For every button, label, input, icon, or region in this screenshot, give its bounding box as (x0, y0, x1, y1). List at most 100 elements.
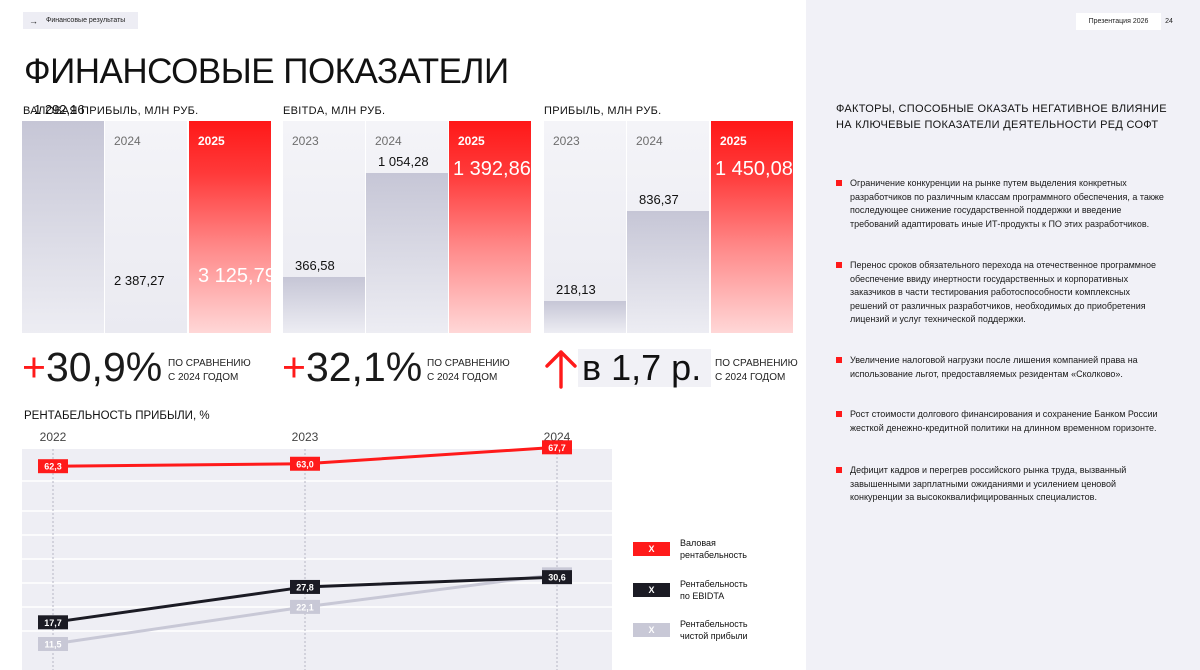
data-label-box (290, 599, 320, 614)
factor-item: Ограничение конкуренции на рынке путем в… (836, 177, 1166, 231)
data-label-box (38, 459, 68, 474)
factor-text: Увеличение налоговой нагрузки после лише… (850, 355, 1138, 379)
bar-fill (627, 210, 709, 333)
legend-swatch: X (633, 623, 670, 637)
bar-value-label: 1 450,08 (715, 158, 793, 180)
bar-year-label: 2023 (553, 134, 580, 148)
bar-gross-2023: 2023 1 292,16 (22, 102, 104, 333)
factor-text: Перенос сроков обязательного перехода на… (850, 260, 1156, 324)
comparison-line: ПО СРАВНЕНИЮ (168, 358, 251, 369)
net-profit-label: ПРИБЫЛЬ, МЛН РУБ. (544, 105, 662, 117)
bar-value-label: 366,58 (295, 258, 335, 274)
data-label: 11,5 (44, 640, 61, 650)
presentation-label: Презентация 2026 (1076, 13, 1161, 30)
ebitda-growth-value: +32,1% (282, 343, 423, 390)
bar-ebitda-2023: 2023 366,58 (283, 121, 365, 333)
bar-value-label: 1 054,28 (378, 153, 429, 169)
comparison-line: С 2024 ГОДОМ (715, 372, 786, 383)
bar-profit-2024: 2024 836,37 (627, 121, 709, 333)
legend-item-net: X Рентабельность чистой прибыли (633, 618, 760, 642)
bar-value-label: 836,37 (639, 191, 679, 207)
bar-fill (22, 121, 104, 333)
breadcrumb-label: Финансовые результаты (46, 17, 126, 24)
profit-comparison: ПО СРАВНЕНИЮ С 2024 ГОДОМ (715, 357, 798, 385)
legend-label: Рентабельность по EBIDTA (680, 578, 760, 602)
bullet-icon (836, 411, 842, 417)
bar-year-label: 2025 (458, 134, 485, 148)
data-label: 30,6 (548, 573, 566, 583)
data-label: 22,1 (296, 602, 314, 612)
data-label: 67,7 (548, 443, 566, 453)
bullet-icon (836, 467, 842, 473)
data-label-box (290, 456, 320, 471)
legend-label: Валовая рентабельность (680, 537, 760, 561)
plus-sign: + (282, 343, 306, 390)
bar-value-label: 1 392,86 (453, 158, 531, 180)
factors-title: ФАКТОРЫ, СПОСОБНЫЕ ОКАЗАТЬ НЕГАТИВНОЕ ВЛ… (836, 103, 1167, 131)
x-tick-label: 2022 (40, 430, 67, 444)
data-label: 27,8 (296, 582, 314, 592)
bar-year-label: 2023 (292, 134, 319, 148)
bar-ebitda-2025: 2025 1 392,86 (449, 121, 531, 333)
bar-value-label: 218,13 (556, 282, 596, 298)
bar-value-label: 3 125,79 (198, 265, 276, 287)
gross-comparison: ПО СРАВНЕНИЮ С 2024 ГОДОМ (168, 357, 251, 385)
bar-year-label: 2024 (114, 134, 141, 148)
bar-value-label: 1 292,16 (34, 102, 85, 117)
legend-label-line: Рентабельность (680, 579, 748, 589)
gross-profit-label: ВАЛОВАЯ ПРИБЫЛЬ, МЛН РУБ. (23, 105, 199, 117)
growth-percent: 32,1% (305, 343, 423, 390)
comparison-line: С 2024 ГОДОМ (427, 372, 498, 383)
legend-item-ebitda: X Рентабельность по EBIDTA (633, 578, 760, 602)
factor-item: Рост стоимости долгового финансирования … (836, 408, 1166, 435)
bullet-icon (836, 180, 842, 186)
bar-fill (544, 301, 626, 333)
bullet-icon (836, 262, 842, 268)
factor-item: Перенос сроков обязательного перехода на… (836, 259, 1166, 327)
factor-text: Рост стоимости долгового финансирования … (850, 409, 1158, 433)
up-arrow-icon (545, 350, 577, 389)
growth-percent: 30,9% (45, 343, 163, 390)
legend-label: Рентабельность чистой прибыли (680, 618, 760, 642)
plus-sign: + (22, 343, 46, 390)
data-label: 63,0 (296, 459, 314, 469)
legend-label-line: Рентабельность (680, 619, 748, 629)
bullet-icon (836, 357, 842, 363)
comparison-line: С 2024 ГОДОМ (168, 372, 239, 383)
profitability-line-chart: 20222023202411,522,131,417,727,830,662,3… (22, 430, 612, 670)
arrow-right-icon: → (29, 15, 38, 26)
bar-profit-2023: 2023 218,13 (544, 121, 626, 333)
bar-fill (366, 172, 448, 333)
page-number: 24 (1161, 13, 1177, 30)
breadcrumb[interactable]: → Финансовые результаты (23, 12, 138, 29)
data-label: 17,7 (44, 618, 62, 628)
bar-gross-2024: 2024 2 387,27 (105, 121, 187, 333)
data-label-box (542, 440, 572, 455)
data-label-box (290, 579, 320, 594)
factor-text: Дефицит кадров и перегрев российского ры… (850, 465, 1127, 502)
bar-gross-2025: 2025 3 125,79 (189, 121, 276, 333)
profit-growth-value: в 1,7 р. (578, 347, 711, 388)
gross-growth-value: +30,9% (22, 343, 163, 390)
bar-year-label: 2025 (198, 134, 225, 148)
x-tick-label: 2023 (292, 430, 319, 444)
legend-label-line: по EBIDTA (680, 591, 725, 601)
bar-value-label: 2 387,27 (114, 273, 165, 288)
factors-panel (806, 0, 1200, 670)
comparison-line: ПО СРАВНЕНИЮ (427, 358, 510, 369)
data-label-box (38, 615, 68, 630)
profitability-chart-title: РЕНТАБЕЛЬНОСТЬ ПРИБЫЛИ, % (24, 410, 210, 422)
ebitda-label: EBITDA, МЛН РУБ. (283, 105, 386, 117)
data-label-box (38, 637, 68, 651)
legend-swatch: X (633, 542, 670, 556)
factor-text: Ограничение конкуренции на рынке путем в… (850, 178, 1164, 229)
legend-item-gross: X Валовая рентабельность (633, 537, 760, 561)
bar-year-label: 2025 (720, 134, 747, 148)
bar-profit-2025: 2025 1 450,08 (711, 121, 793, 333)
bar-ebitda-2024: 2024 1 054,28 (366, 121, 448, 333)
factor-item: Увеличение налоговой нагрузки после лише… (836, 354, 1166, 381)
legend-label-line: рентабельность (680, 550, 747, 560)
bar-year-label: 2024 (636, 134, 663, 148)
legend-label-line: чистой прибыли (680, 631, 748, 641)
legend-label-line: Валовая (680, 538, 716, 548)
